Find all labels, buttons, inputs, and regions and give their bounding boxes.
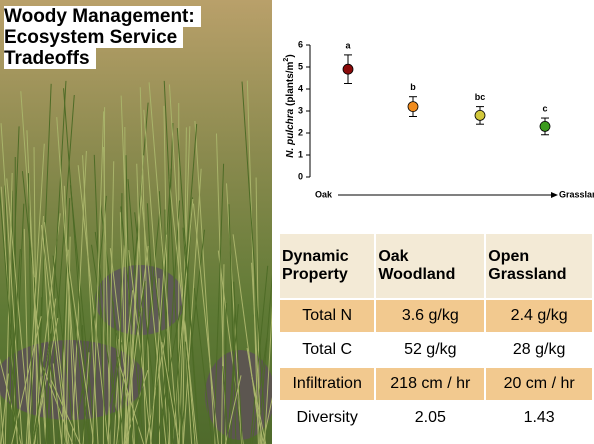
header-cell: OpenGrassland: [485, 233, 593, 299]
y-tick-label: 5: [298, 61, 303, 71]
table-cell: 28 g/kg: [485, 333, 593, 367]
property-table: DynamicPropertyOakWoodlandOpenGrasslandT…: [278, 232, 594, 436]
y-axis-label-part: N. pulchra: [285, 108, 296, 157]
data-point: [540, 121, 550, 131]
grass-blade: [159, 278, 160, 444]
table-cell: Total C: [279, 333, 375, 367]
title-line: Woody Management:: [4, 6, 201, 27]
y-axis-label-part: (plants/m: [285, 61, 296, 108]
table-cell: 20 cm / hr: [485, 367, 593, 401]
x-end-label: Grassland: [559, 189, 594, 199]
table-cell: 1.43: [485, 401, 593, 435]
table-row: Total N3.6 g/kg2.4 g/kg: [279, 299, 593, 333]
header-text: Property: [282, 266, 348, 283]
y-axis-label: N. pulchra (plants/m2): [283, 54, 296, 157]
table-cell: 52 g/kg: [375, 333, 485, 367]
data-point: [343, 64, 353, 74]
data-point: [475, 110, 485, 120]
table-cell: Diversity: [279, 401, 375, 435]
header-text: Grassland: [488, 266, 566, 283]
header-cell: OakWoodland: [375, 233, 485, 299]
title-line: Tradeoffs: [4, 48, 96, 69]
significance-label: bc: [475, 92, 486, 102]
y-axis-label-part: ): [285, 54, 296, 57]
header-text: Oak: [378, 248, 408, 265]
header-text: Woodland: [378, 266, 455, 283]
y-tick-label: 6: [298, 39, 303, 49]
table-cell: 2.4 g/kg: [485, 299, 593, 333]
y-tick-label: 3: [298, 105, 303, 115]
title-line: Ecosystem Service: [4, 27, 183, 48]
y-tick-label: 2: [298, 127, 303, 137]
y-tick-label: 0: [298, 171, 303, 181]
table-cell: 3.6 g/kg: [375, 299, 485, 333]
y-tick-label: 4: [298, 83, 303, 93]
header-text: Open: [488, 248, 529, 265]
table-cell: 218 cm / hr: [375, 367, 485, 401]
x-start-label: Oak: [315, 189, 333, 199]
table-cell: 2.05: [375, 401, 485, 435]
data-point: [408, 102, 418, 112]
significance-label: c: [542, 103, 547, 113]
table-cell: Total N: [279, 299, 375, 333]
header-text: Dynamic: [282, 248, 349, 265]
significance-label: a: [345, 40, 351, 50]
slide: Woody Management:Ecosystem ServiceTradeo…: [0, 0, 594, 444]
table-cell: Infiltration: [279, 367, 375, 401]
x-arrowhead: [551, 192, 558, 198]
chart: 0 1 2 3 4 5 6N. pulchra (plants/m2) a b bc c Oak Gra…: [270, 0, 594, 222]
significance-label: b: [410, 82, 416, 92]
y-tick-label: 1: [298, 149, 303, 159]
